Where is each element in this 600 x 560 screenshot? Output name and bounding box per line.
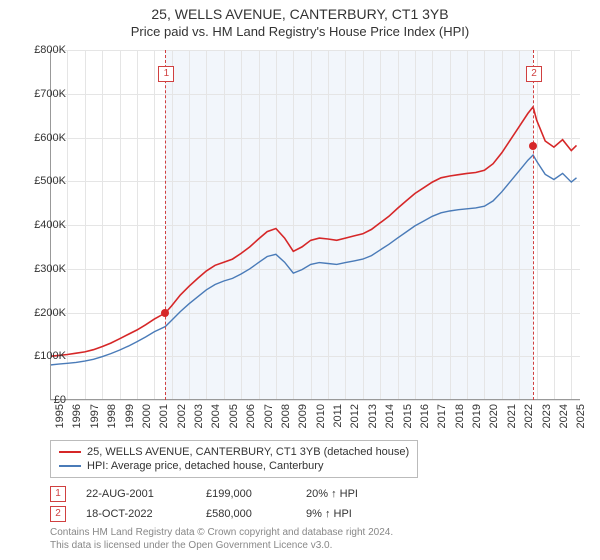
line-svg — [50, 50, 580, 400]
sale-dot — [161, 309, 169, 317]
y-tick-label: £800K — [34, 44, 66, 56]
plot-area: 12 — [50, 50, 580, 400]
x-tick-label: 2008 — [280, 404, 292, 428]
title-address: 25, WELLS AVENUE, CANTERBURY, CT1 3YB — [0, 6, 600, 22]
legend-row: 25, WELLS AVENUE, CANTERBURY, CT1 3YB (d… — [59, 445, 409, 459]
x-tick-label: 1997 — [89, 404, 101, 428]
sale-delta: 9% ↑ HPI — [306, 508, 406, 520]
x-tick-label: 2019 — [471, 404, 483, 428]
x-tick-label: 2001 — [158, 404, 170, 428]
sale-index-box: 2 — [50, 506, 66, 522]
x-tick-label: 2007 — [263, 404, 275, 428]
sales-row: 2 18-OCT-2022 £580,000 9% ↑ HPI — [50, 504, 406, 524]
sale-price: £199,000 — [206, 488, 286, 500]
x-tick-label: 2009 — [297, 404, 309, 428]
title-block: 25, WELLS AVENUE, CANTERBURY, CT1 3YB Pr… — [0, 0, 600, 39]
x-tick-label: 2015 — [402, 404, 414, 428]
legend: 25, WELLS AVENUE, CANTERBURY, CT1 3YB (d… — [50, 440, 418, 478]
sale-marker-box: 1 — [158, 66, 174, 82]
sale-dash — [165, 50, 166, 400]
y-tick-label: £300K — [34, 263, 66, 275]
grid-line-h — [50, 400, 580, 401]
x-tick-label: 2020 — [488, 404, 500, 428]
chart-container: 25, WELLS AVENUE, CANTERBURY, CT1 3YB Pr… — [0, 0, 600, 560]
sale-price: £580,000 — [206, 508, 286, 520]
x-tick-label: 2012 — [349, 404, 361, 428]
x-tick-label: 2010 — [315, 404, 327, 428]
x-tick-label: 2016 — [419, 404, 431, 428]
x-tick-label: 2025 — [575, 404, 587, 428]
x-tick-label: 2004 — [210, 404, 222, 428]
y-tick-label: £700K — [34, 88, 66, 100]
x-tick-label: 2003 — [193, 404, 205, 428]
x-tick-label: 2006 — [245, 404, 257, 428]
x-tick-label: 2024 — [558, 404, 570, 428]
legend-row: HPI: Average price, detached house, Cant… — [59, 459, 409, 473]
x-tick-label: 2022 — [523, 404, 535, 428]
y-tick-label: £100K — [34, 350, 66, 362]
sale-date: 18-OCT-2022 — [86, 508, 186, 520]
sale-dot — [529, 142, 537, 150]
x-tick-label: 2011 — [332, 404, 344, 428]
x-tick-label: 1999 — [124, 404, 136, 428]
x-tick-label: 1996 — [71, 404, 83, 428]
x-tick-label: 2021 — [506, 404, 518, 428]
y-tick-label: £400K — [34, 219, 66, 231]
footer-line2: This data is licensed under the Open Gov… — [50, 539, 393, 552]
sale-date: 22-AUG-2001 — [86, 488, 186, 500]
title-subtitle: Price paid vs. HM Land Registry's House … — [0, 24, 600, 39]
x-tick-label: 2000 — [141, 404, 153, 428]
y-tick-label: £200K — [34, 307, 66, 319]
sales-row: 1 22-AUG-2001 £199,000 20% ↑ HPI — [50, 484, 406, 504]
y-tick-label: £500K — [34, 175, 66, 187]
x-tick-label: 1995 — [54, 404, 66, 428]
sale-marker-box: 2 — [526, 66, 542, 82]
y-tick-label: £600K — [34, 132, 66, 144]
legend-swatch — [59, 465, 81, 467]
x-tick-label: 2023 — [541, 404, 553, 428]
sale-index-box: 1 — [50, 486, 66, 502]
legend-label: HPI: Average price, detached house, Cant… — [87, 460, 323, 472]
x-tick-label: 2017 — [436, 404, 448, 428]
x-tick-label: 2014 — [384, 404, 396, 428]
x-tick-label: 2002 — [176, 404, 188, 428]
x-tick-label: 2013 — [367, 404, 379, 428]
legend-label: 25, WELLS AVENUE, CANTERBURY, CT1 3YB (d… — [87, 446, 409, 458]
sale-dash — [533, 50, 534, 400]
x-tick-label: 2018 — [454, 404, 466, 428]
sale-delta: 20% ↑ HPI — [306, 488, 406, 500]
x-tick-label: 1998 — [106, 404, 118, 428]
sales-table: 1 22-AUG-2001 £199,000 20% ↑ HPI 2 18-OCT-202… — [50, 484, 406, 524]
footer-note: Contains HM Land Registry data © Crown c… — [50, 526, 393, 552]
x-axis-line — [50, 399, 580, 400]
series-price_paid — [50, 107, 577, 356]
legend-swatch — [59, 451, 81, 453]
x-tick-label: 2005 — [228, 404, 240, 428]
footer-line1: Contains HM Land Registry data © Crown c… — [50, 526, 393, 539]
